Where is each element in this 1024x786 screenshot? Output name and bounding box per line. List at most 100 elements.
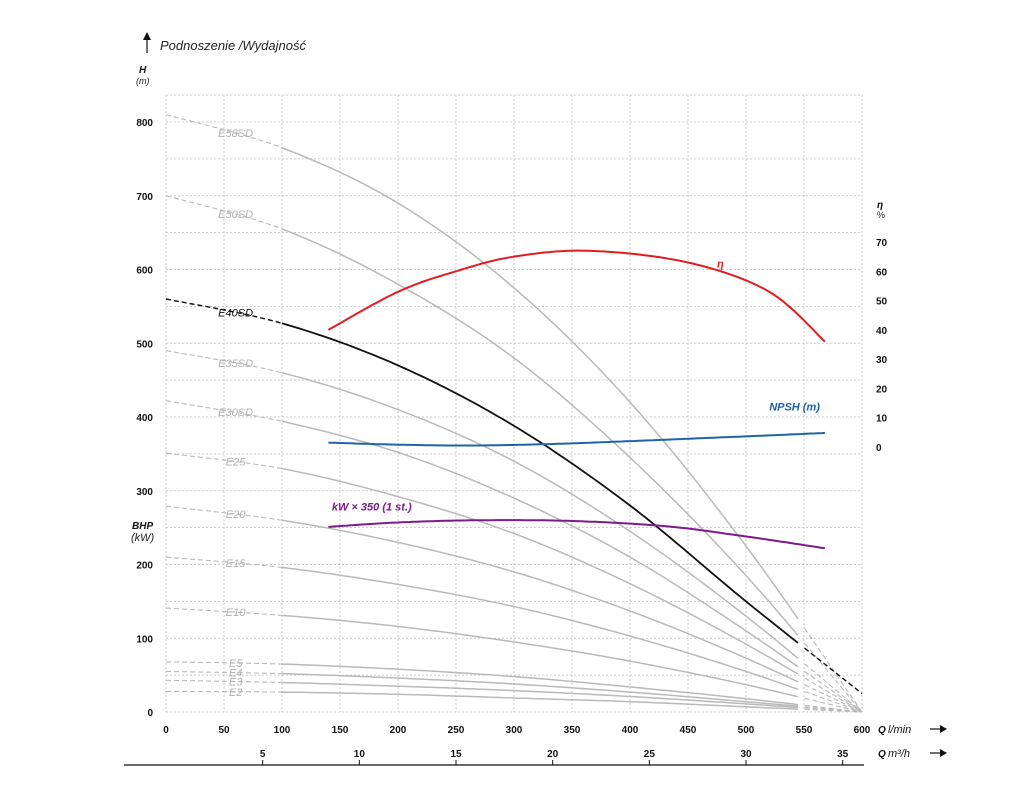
q-lmin-tick-label: 500 [738,725,755,736]
curve-solid [281,566,799,690]
chart-title: Podnoszenie /Wydajność [160,38,306,53]
curve-dashed-start [166,661,283,665]
curve-label: E20 [226,509,246,521]
curve-dashed-start [166,690,283,693]
pump-curves: E58SDE50SDE40SDE35SDE30SDE25E20E15E10E5E… [165,114,863,713]
curve-dashed-start [165,350,283,374]
curve-dashed-end [804,684,863,713]
eta-tick-label: 50 [876,297,888,308]
q-m3h-tick-label: 15 [450,749,462,760]
q-lmin-tick-label: 100 [274,725,291,736]
q-lmin-tick-label: 600 [854,725,871,736]
eta-axis-ticks: 0 10 20 30 40 50 60 70 [876,238,888,454]
curve-e15: E15 [165,556,863,713]
curve-dashed-start [165,607,283,616]
q-lmin-tick-label: 450 [680,725,697,736]
x-axis-m3h-label: Q m³/h [878,748,947,760]
eta-line [327,249,826,343]
curve-dashed-start [166,679,283,684]
curve-e58sd: E58SD [165,114,863,713]
curve-label: E10 [226,607,246,619]
grid [165,94,863,713]
curve-solid [281,672,799,707]
h-axis-unit: (m) [136,76,150,86]
curve-solid [281,614,799,698]
curve-label: E4 [229,668,242,680]
curve-e25: E25 [165,452,863,713]
curve-dashed-end [804,697,863,713]
curve-label: E58SD [218,128,253,140]
curve-dashed-start [165,195,283,230]
h-tick-label: 0 [147,708,153,719]
h-tick-label: 400 [136,413,153,424]
curve-label: E2 [229,687,242,699]
q-lmin-tick-label: 550 [796,725,813,736]
h-axis-ticks: 0 100 200 300 400 500 600 700 800 [136,118,153,719]
curve-dashed-end [804,628,863,713]
curve-label: E35SD [218,358,253,370]
curve-dashed-end [804,663,863,713]
curve-e20: E20 [165,505,863,713]
curve-solid [281,663,799,706]
curve-dashed-end [804,642,863,713]
h-tick-label: 500 [136,339,153,350]
curve-dashed-start [165,505,283,521]
curve-solid [281,691,799,710]
curve-solid [281,467,799,675]
q-m3h-tick-label: 20 [547,749,559,760]
curve-dashed-end [804,691,863,713]
h-tick-label: 700 [136,192,153,203]
curve-dashed-start [165,114,283,149]
curve-label: E30SD [218,407,253,419]
eta-axis-unit: % [877,210,885,220]
curve-dashed-end [804,677,863,713]
curve-solid [281,372,799,659]
bhp-axis-name: BHP [132,521,153,532]
eta-tick-label: 20 [876,384,888,395]
curve-e35sd: E35SD [165,350,863,713]
kw-line [328,519,826,550]
q-m3h-tick-label: 35 [837,749,849,760]
npsh-line [328,431,825,447]
q-lmin-tick-label: 50 [218,725,230,736]
curve-dashed-start [165,670,283,675]
curve-dashed-start [165,400,283,422]
h-axis-name: H [139,65,147,76]
kw-label: kW × 350 (1 st.) [332,502,412,514]
h-tick-label: 800 [136,118,153,129]
x-axis-m3h-unit: m³/h [888,748,910,760]
eta-tick-label: 10 [876,414,888,425]
q-m3h-tick-label: 10 [354,749,366,760]
q-lmin-tick-label: 250 [448,725,465,736]
eta-axis-name: η [877,200,883,211]
up-arrow-head-icon [143,32,151,40]
kw-curve: kW × 350 (1 st.) [328,502,826,550]
curve-label: E50SD [218,209,253,221]
eta-tick-label: 60 [876,267,888,278]
x-axis-lmin-unit: l/min [888,724,911,736]
curve-solid [281,228,799,636]
q-lmin-tick-label: 200 [390,725,407,736]
h-tick-label: 100 [136,634,153,645]
curve-label: E3 [229,677,243,689]
x-axis-lmin-label: Q l/min [878,724,947,736]
q-m3h-tick-label: 5 [260,749,266,760]
performance-curves: η NPSH (m) kW × 350 (1 st.) [327,249,826,550]
npsh-label: NPSH (m) [769,401,820,413]
curve-e50sd: E50SD [165,195,863,713]
q-lmin-tick-label: 300 [506,725,523,736]
right-arrow-head-icon [940,725,947,733]
q-lmin-tick-label: 150 [332,725,349,736]
x-axis-lmin-q: Q [878,725,886,736]
curve-dashed-start [165,298,283,324]
bhp-axis-unit: (kW) [131,532,155,544]
curve-solid [281,322,799,644]
eta-tick-label: 40 [876,326,888,337]
h-tick-label: 200 [136,561,153,572]
curve-e10: E10 [165,607,863,713]
right-arrow-head-icon-2 [940,749,947,757]
npsh-curve: NPSH (m) [328,401,825,447]
q-lmin-tick-label: 350 [564,725,581,736]
curve-e3: E3 [166,677,863,713]
